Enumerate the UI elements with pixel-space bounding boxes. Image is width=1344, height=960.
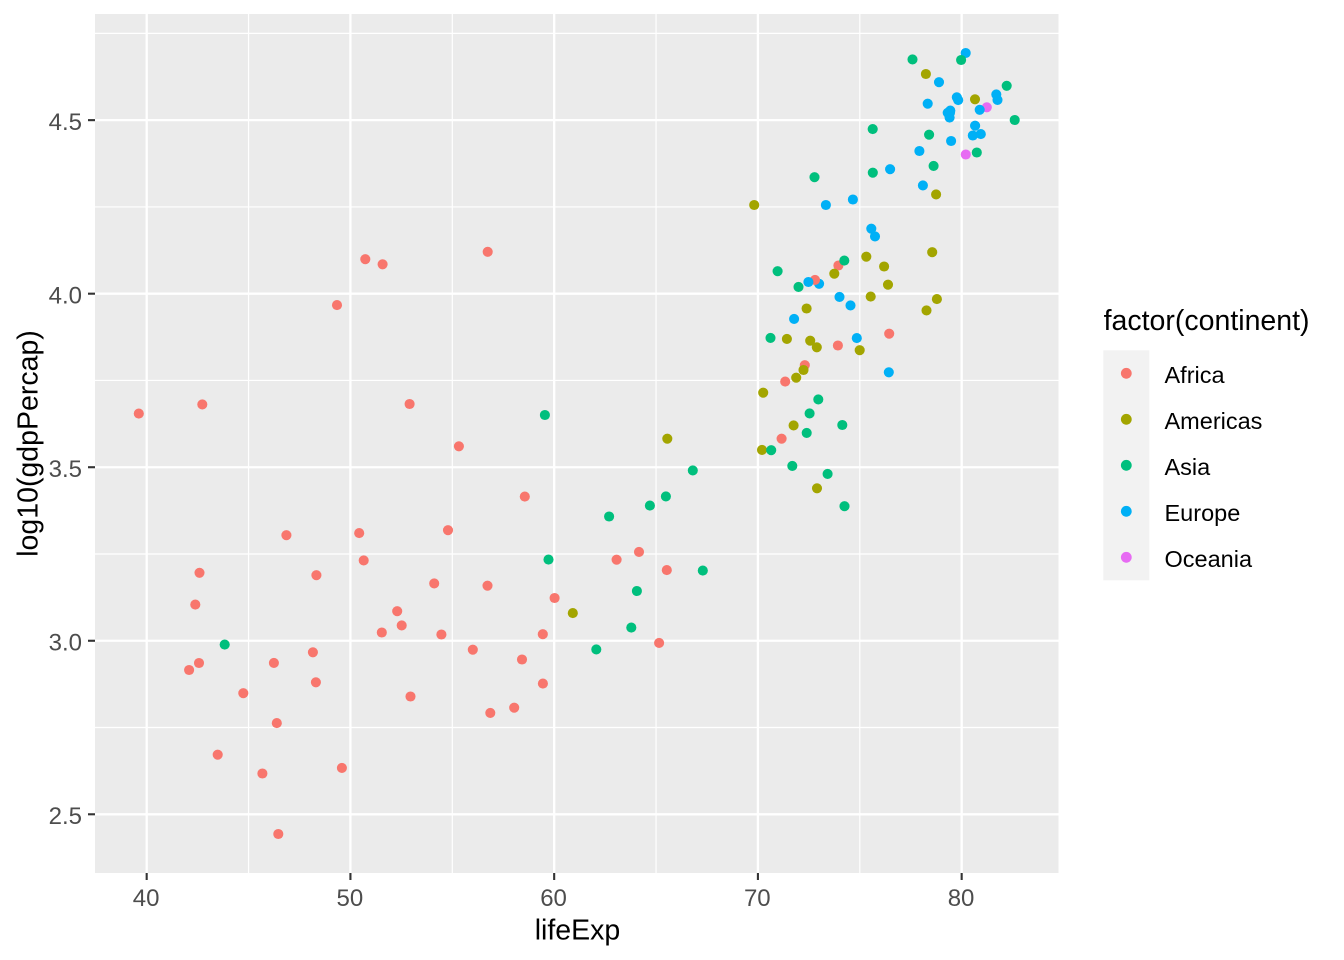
svg-text:40: 40	[133, 885, 160, 912]
svg-text:70: 70	[744, 885, 771, 912]
svg-text:Oceania: Oceania	[1165, 546, 1253, 572]
svg-text:Americas: Americas	[1165, 408, 1263, 434]
svg-text:4.0: 4.0	[49, 282, 82, 309]
svg-text:factor(continent): factor(continent)	[1104, 305, 1310, 337]
svg-text:4.5: 4.5	[49, 109, 82, 136]
svg-text:Europe: Europe	[1165, 500, 1241, 526]
svg-text:log10(gdpPercap): log10(gdpPercap)	[12, 330, 44, 557]
svg-text:3.5: 3.5	[49, 456, 82, 483]
svg-text:lifeExp: lifeExp	[535, 915, 621, 947]
svg-text:2.5: 2.5	[49, 803, 82, 830]
svg-text:Asia: Asia	[1165, 454, 1212, 480]
svg-text:3.0: 3.0	[49, 630, 82, 657]
svg-text:50: 50	[336, 885, 363, 912]
svg-text:80: 80	[948, 885, 975, 912]
svg-text:60: 60	[540, 885, 567, 912]
svg-text:Africa: Africa	[1165, 362, 1226, 388]
